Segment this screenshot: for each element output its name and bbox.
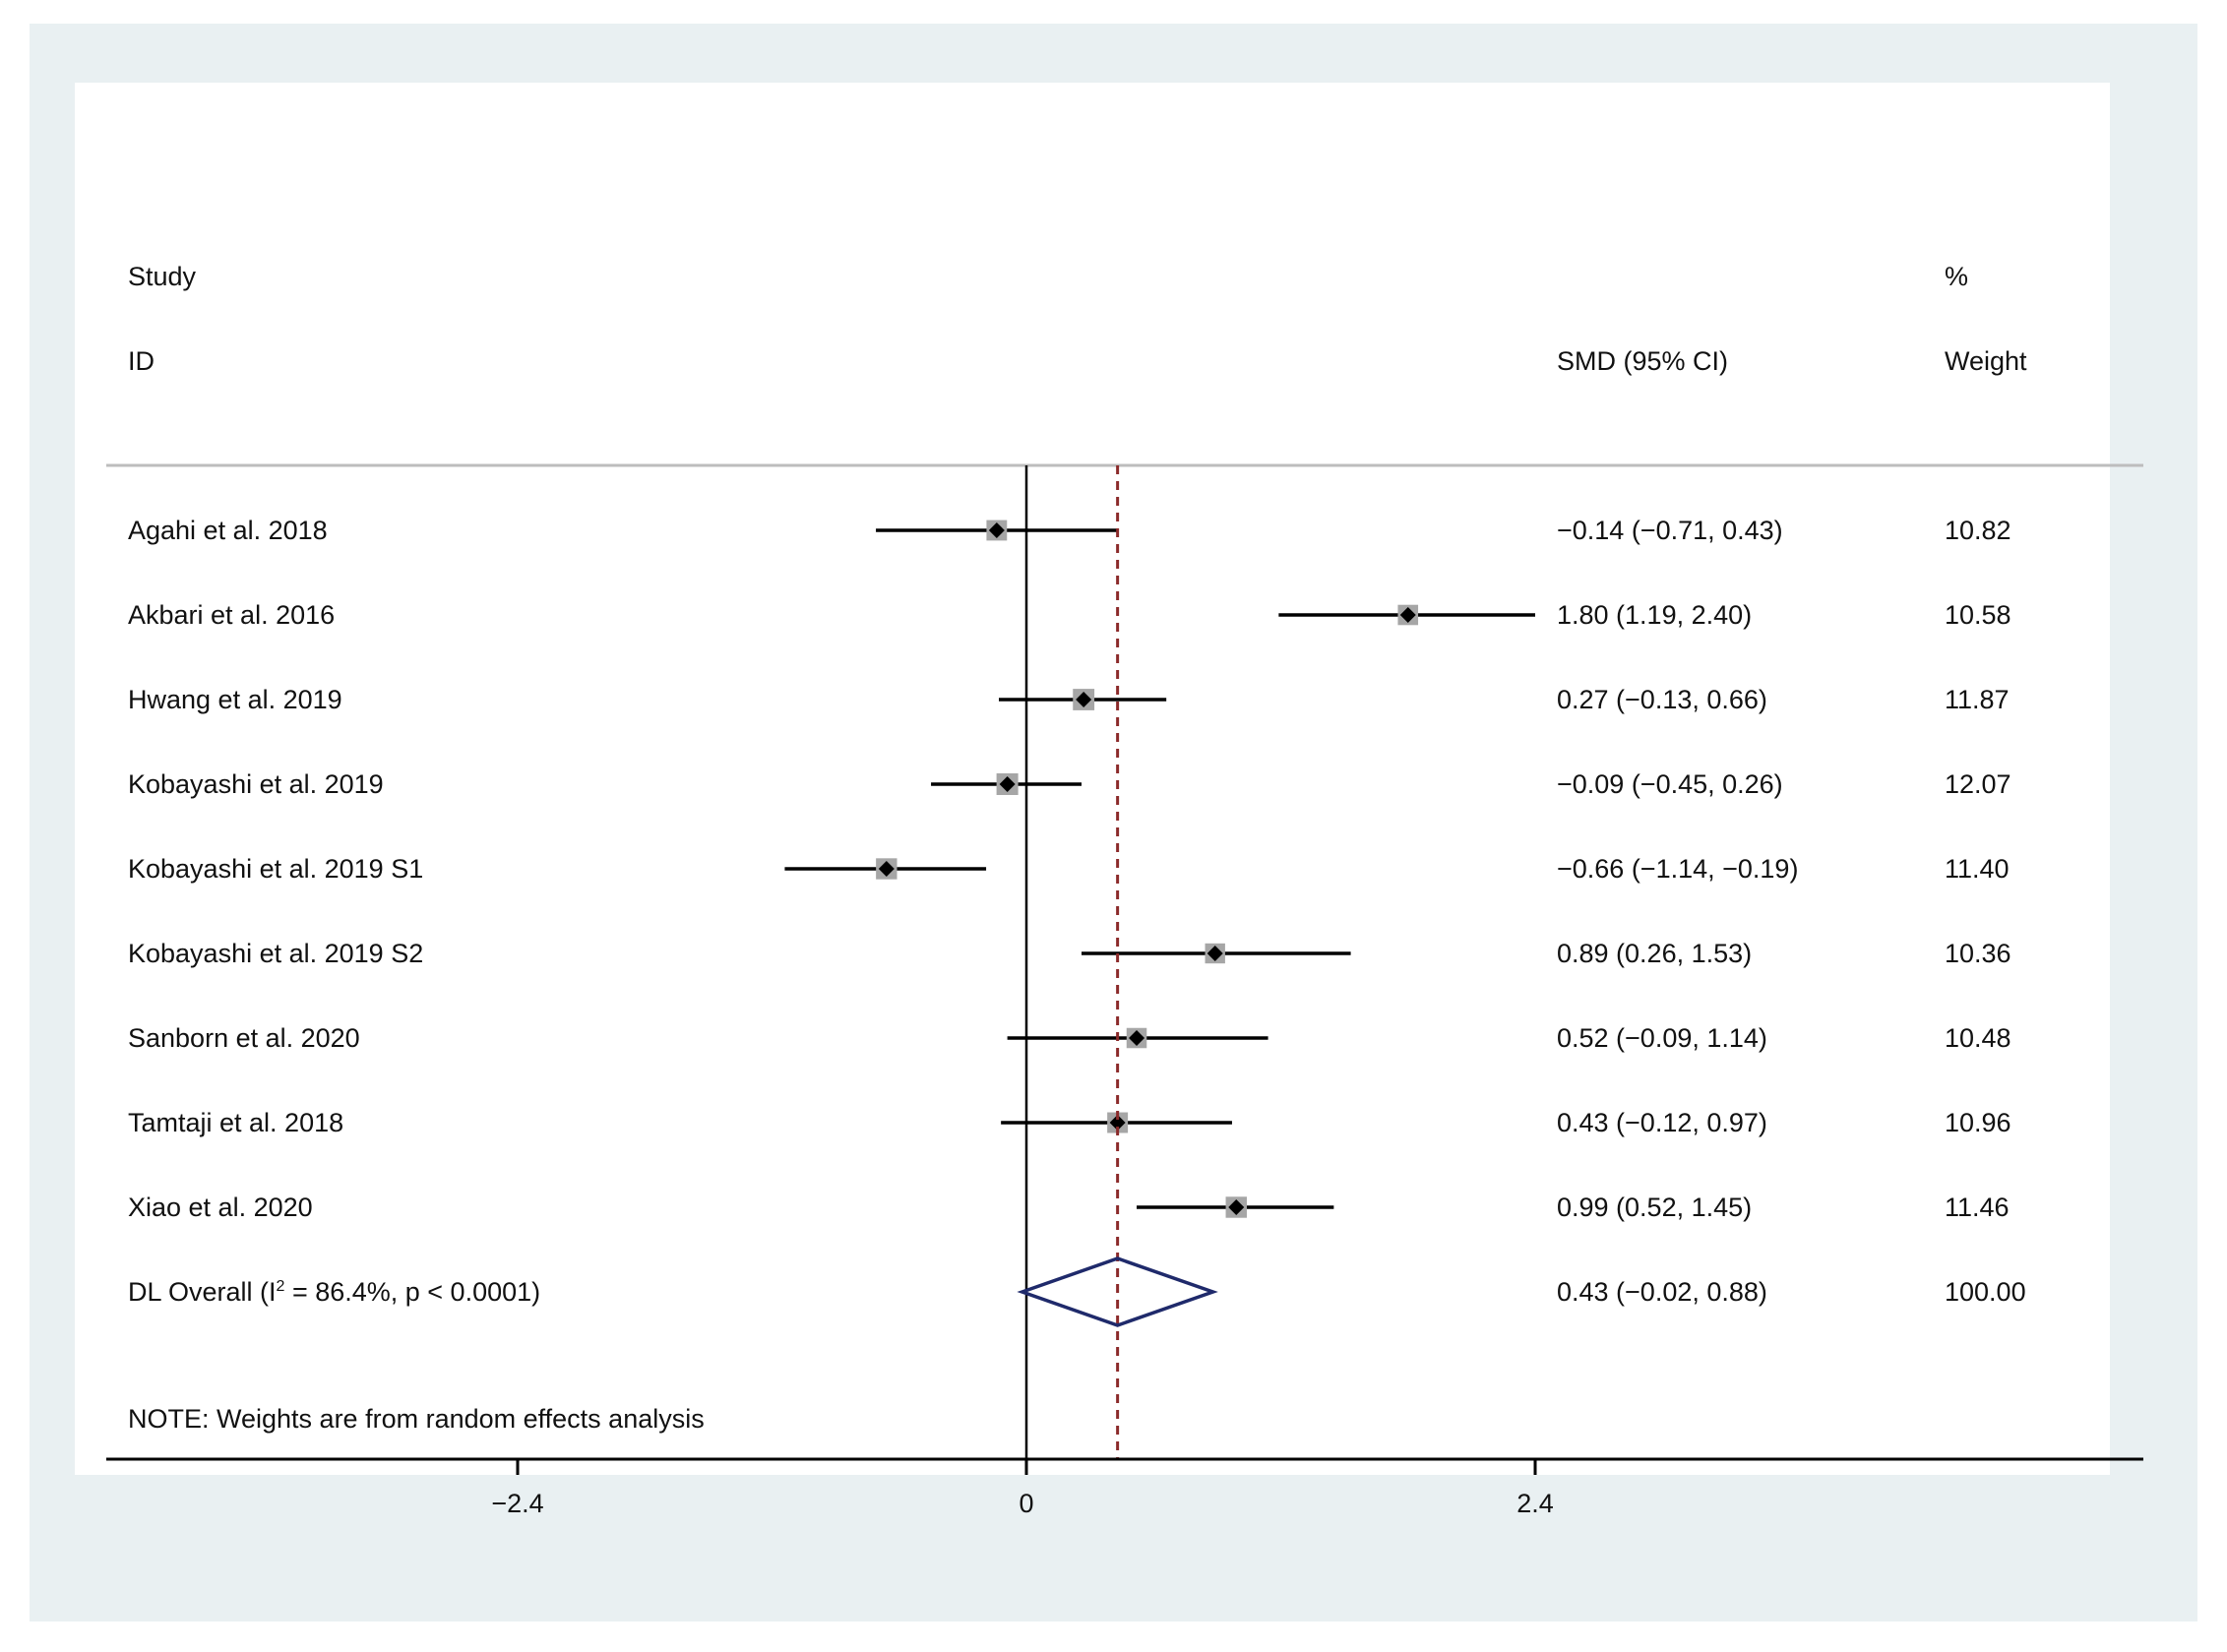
study-ci-text: −0.09 (−0.45, 0.26) [1557,769,1783,799]
footnote: NOTE: Weights are from random effects an… [128,1404,705,1434]
study-point [1076,692,1092,707]
study-weight: 11.46 [1945,1193,2010,1222]
study-point [1109,1115,1126,1131]
study-point [1399,607,1416,623]
header-percent: % [1945,262,1969,291]
header-weight: Weight [1945,346,2027,376]
study-ci-text: −0.14 (−0.71, 0.43) [1557,516,1783,545]
study-label: Kobayashi et al. 2019 [128,769,384,799]
study-weight: 11.87 [1945,685,2010,714]
study-label: Xiao et al. 2020 [128,1193,313,1222]
study-weight: 10.82 [1945,516,2011,545]
overall-label-prefix: DL Overall (I [128,1277,277,1307]
plot-panel [75,83,2110,1475]
study-point [1206,946,1223,961]
study-weight: 10.48 [1945,1023,2011,1053]
overall-label: DL Overall (I2 = 86.4%, p < 0.0001) [128,1276,540,1308]
study-ci-text: 0.99 (0.52, 1.45) [1557,1193,1753,1222]
study-point [878,861,895,877]
study-weight: 10.36 [1945,939,2011,968]
study-ci-text: −0.66 (−1.14, −0.19) [1557,854,1799,884]
study-label: Hwang et al. 2019 [128,685,342,714]
study-ci-text: 0.89 (0.26, 1.53) [1557,939,1753,968]
study-weight: 11.40 [1945,854,2010,884]
study-label: Akbari et al. 2016 [128,600,336,630]
header-id: ID [128,346,155,376]
x-tick-label: 2.4 [1516,1489,1554,1518]
overall-weight: 100.00 [1945,1277,2026,1307]
study-label: Agahi et al. 2018 [128,516,328,545]
study-label: Kobayashi et al. 2019 S2 [128,939,424,968]
overall-label-suffix: = 86.4%, p < 0.0001) [284,1277,541,1307]
study-weight: 12.07 [1945,769,2011,799]
x-tick-label: −2.4 [491,1489,543,1518]
overall-label-sup: 2 [276,1278,285,1295]
study-point [1228,1199,1245,1215]
study-label: Tamtaji et al. 2018 [128,1108,344,1137]
study-label: Kobayashi et al. 2019 S1 [128,854,424,884]
study-weight: 10.58 [1945,600,2011,630]
study-ci-text: 0.52 (−0.09, 1.14) [1557,1023,1767,1053]
header-effect-label: SMD (95% CI) [1557,346,1729,376]
overall-diamond [1017,1256,1218,1327]
study-weight: 10.96 [1945,1108,2011,1137]
header-study: Study [128,262,197,291]
plot-marks [784,465,1535,1459]
study-ci-text: 0.43 (−0.12, 0.97) [1557,1108,1767,1137]
overall-ci-text: 0.43 (−0.02, 0.88) [1557,1277,1767,1307]
study-ci-text: 1.80 (1.19, 2.40) [1557,600,1753,630]
study-point [999,776,1016,792]
x-tick-label: 0 [1019,1489,1033,1518]
study-point [1129,1030,1145,1046]
study-label: Sanborn et al. 2020 [128,1023,360,1053]
x-axis: −2.4 0 2.4 [491,1459,1554,1518]
study-ci-text: 0.27 (−0.13, 0.66) [1557,685,1767,714]
study-point [988,522,1005,538]
